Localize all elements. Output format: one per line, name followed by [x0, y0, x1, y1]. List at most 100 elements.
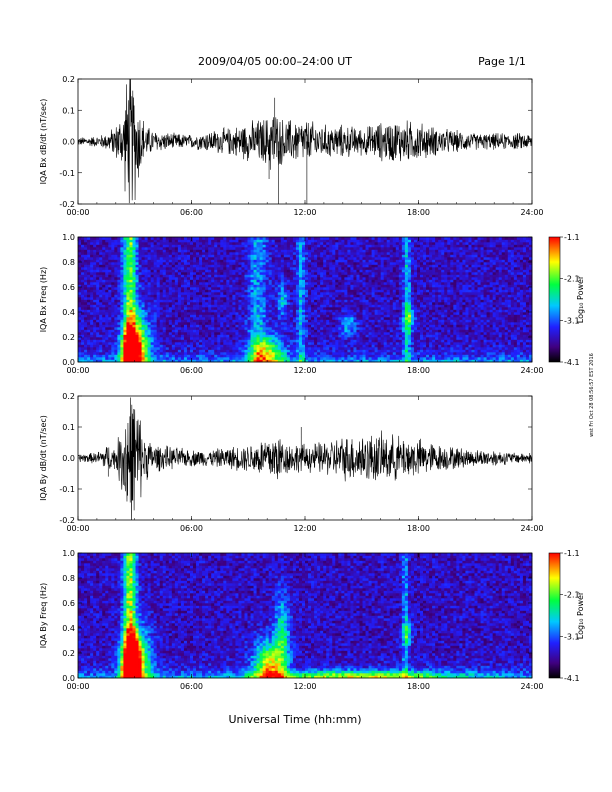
heatmap-cell: [374, 299, 378, 303]
heatmap-cell: [416, 332, 421, 335]
heatmap-cell: [407, 289, 412, 293]
heatmap-cell: [471, 344, 475, 348]
heatmap-cell: [374, 354, 378, 358]
heatmap-cells: [78, 237, 533, 363]
heatmap-cell: [432, 329, 436, 333]
heatmap-cell: [262, 332, 266, 335]
heatmap-cell: [323, 324, 327, 328]
heatmap-cell: [444, 329, 448, 333]
heatmap-cell: [386, 354, 391, 358]
heatmap-cell: [510, 299, 515, 303]
heatmap-cell: [489, 334, 493, 338]
heatmap-cell: [386, 279, 391, 283]
heatmap-cell: [401, 349, 406, 353]
heatmap-cell: [259, 334, 263, 338]
heatmap-cell: [368, 329, 372, 333]
heatmap-cell: [492, 352, 496, 355]
heatmap-cell: [102, 329, 106, 333]
heatmap-cell: [392, 284, 397, 288]
heatmap-cell: [465, 332, 469, 335]
heatmap-cell: [193, 309, 197, 313]
heatmap-cell: [474, 322, 478, 325]
heatmap-cell: [332, 282, 336, 285]
heatmap-cell: [235, 312, 239, 315]
heatmap-cell: [344, 337, 348, 340]
heatmap-cell: [226, 319, 230, 323]
heatmap-cell: [474, 292, 478, 295]
heatmap-cell: [271, 322, 276, 325]
heatmap-cell: [256, 304, 260, 308]
heatmap-cell: [413, 289, 418, 293]
heatmap-cell: [435, 332, 439, 335]
heatmap-cell: [108, 279, 112, 283]
heatmap-cell: [398, 359, 403, 363]
heatmap-cell: [519, 329, 524, 333]
heatmap-cell: [150, 349, 154, 353]
heatmap-cell: [217, 352, 221, 355]
heatmap-cell: [320, 287, 324, 290]
heatmap-cell: [504, 304, 509, 308]
heatmap-cell: [404, 349, 409, 353]
heatmap-cell: [193, 297, 197, 300]
heatmap-cell: [292, 354, 297, 358]
heatmap-cell: [453, 309, 457, 313]
heatmap-cell: [301, 359, 306, 363]
heatmap-cell: [438, 309, 442, 313]
heatmap-cell: [486, 309, 490, 313]
heatmap-cell: [108, 322, 112, 325]
heatmap-cell: [362, 289, 366, 293]
heatmap-cell: [459, 349, 463, 353]
heatmap-cell: [174, 314, 179, 318]
heatmap-cell: [513, 327, 518, 330]
heatmap-cell: [220, 292, 224, 295]
heatmap-cell: [477, 324, 481, 328]
heatmap-cell: [423, 342, 427, 345]
heatmap-cell: [108, 312, 112, 315]
heatmap-cell: [377, 359, 381, 363]
heatmap-cell: [168, 294, 173, 298]
heatmap-cell: [489, 287, 493, 290]
heatmap-cell: [386, 297, 391, 300]
heatmap-cell: [519, 354, 524, 358]
heatmap-cell: [238, 309, 242, 313]
heatmap-cell: [507, 317, 512, 320]
heatmap-cell: [413, 349, 418, 353]
heatmap-cell: [277, 307, 282, 310]
heatmap-cell: [193, 292, 197, 295]
heatmap-cell: [516, 324, 521, 328]
heatmap-cell: [93, 322, 97, 325]
heatmap-cell: [392, 332, 397, 335]
heatmap-cell: [217, 359, 221, 363]
heatmap-cell: [90, 339, 94, 343]
heatmap-cell: [250, 357, 254, 360]
heatmap-cell: [495, 347, 500, 350]
heatmap-cell: [292, 279, 297, 283]
heatmap-cell: [429, 354, 433, 358]
heatmap-cell: [314, 292, 318, 295]
heatmap-cell: [459, 294, 463, 298]
heatmap-cell: [90, 292, 94, 295]
heatmap-cell: [268, 292, 273, 295]
heatmap-cell: [423, 304, 427, 308]
heatmap-cell: [93, 304, 97, 308]
heatmap-cell: [305, 322, 309, 325]
heatmap-cell: [320, 322, 324, 325]
heatmap-cell: [298, 279, 303, 283]
heatmap-cell: [335, 312, 339, 315]
heatmap-cell: [183, 342, 188, 345]
heatmap-cell: [483, 334, 487, 338]
heatmap-cell: [380, 342, 384, 345]
heatmap-cell: [262, 314, 266, 318]
heatmap-cell: [383, 324, 388, 328]
heatmap-cell: [126, 284, 130, 288]
heatmap-cell: [211, 294, 215, 298]
heatmap-cell: [217, 327, 221, 330]
heatmap-cell: [528, 337, 533, 340]
heatmap-cell: [450, 324, 454, 328]
heatmap-cell: [519, 344, 524, 348]
y-tick-label: 0.1: [62, 106, 75, 115]
heatmap-cell: [504, 337, 509, 340]
heatmap-cell: [513, 354, 518, 358]
heatmap-cell: [253, 279, 257, 283]
heatmap-cell: [144, 349, 148, 353]
